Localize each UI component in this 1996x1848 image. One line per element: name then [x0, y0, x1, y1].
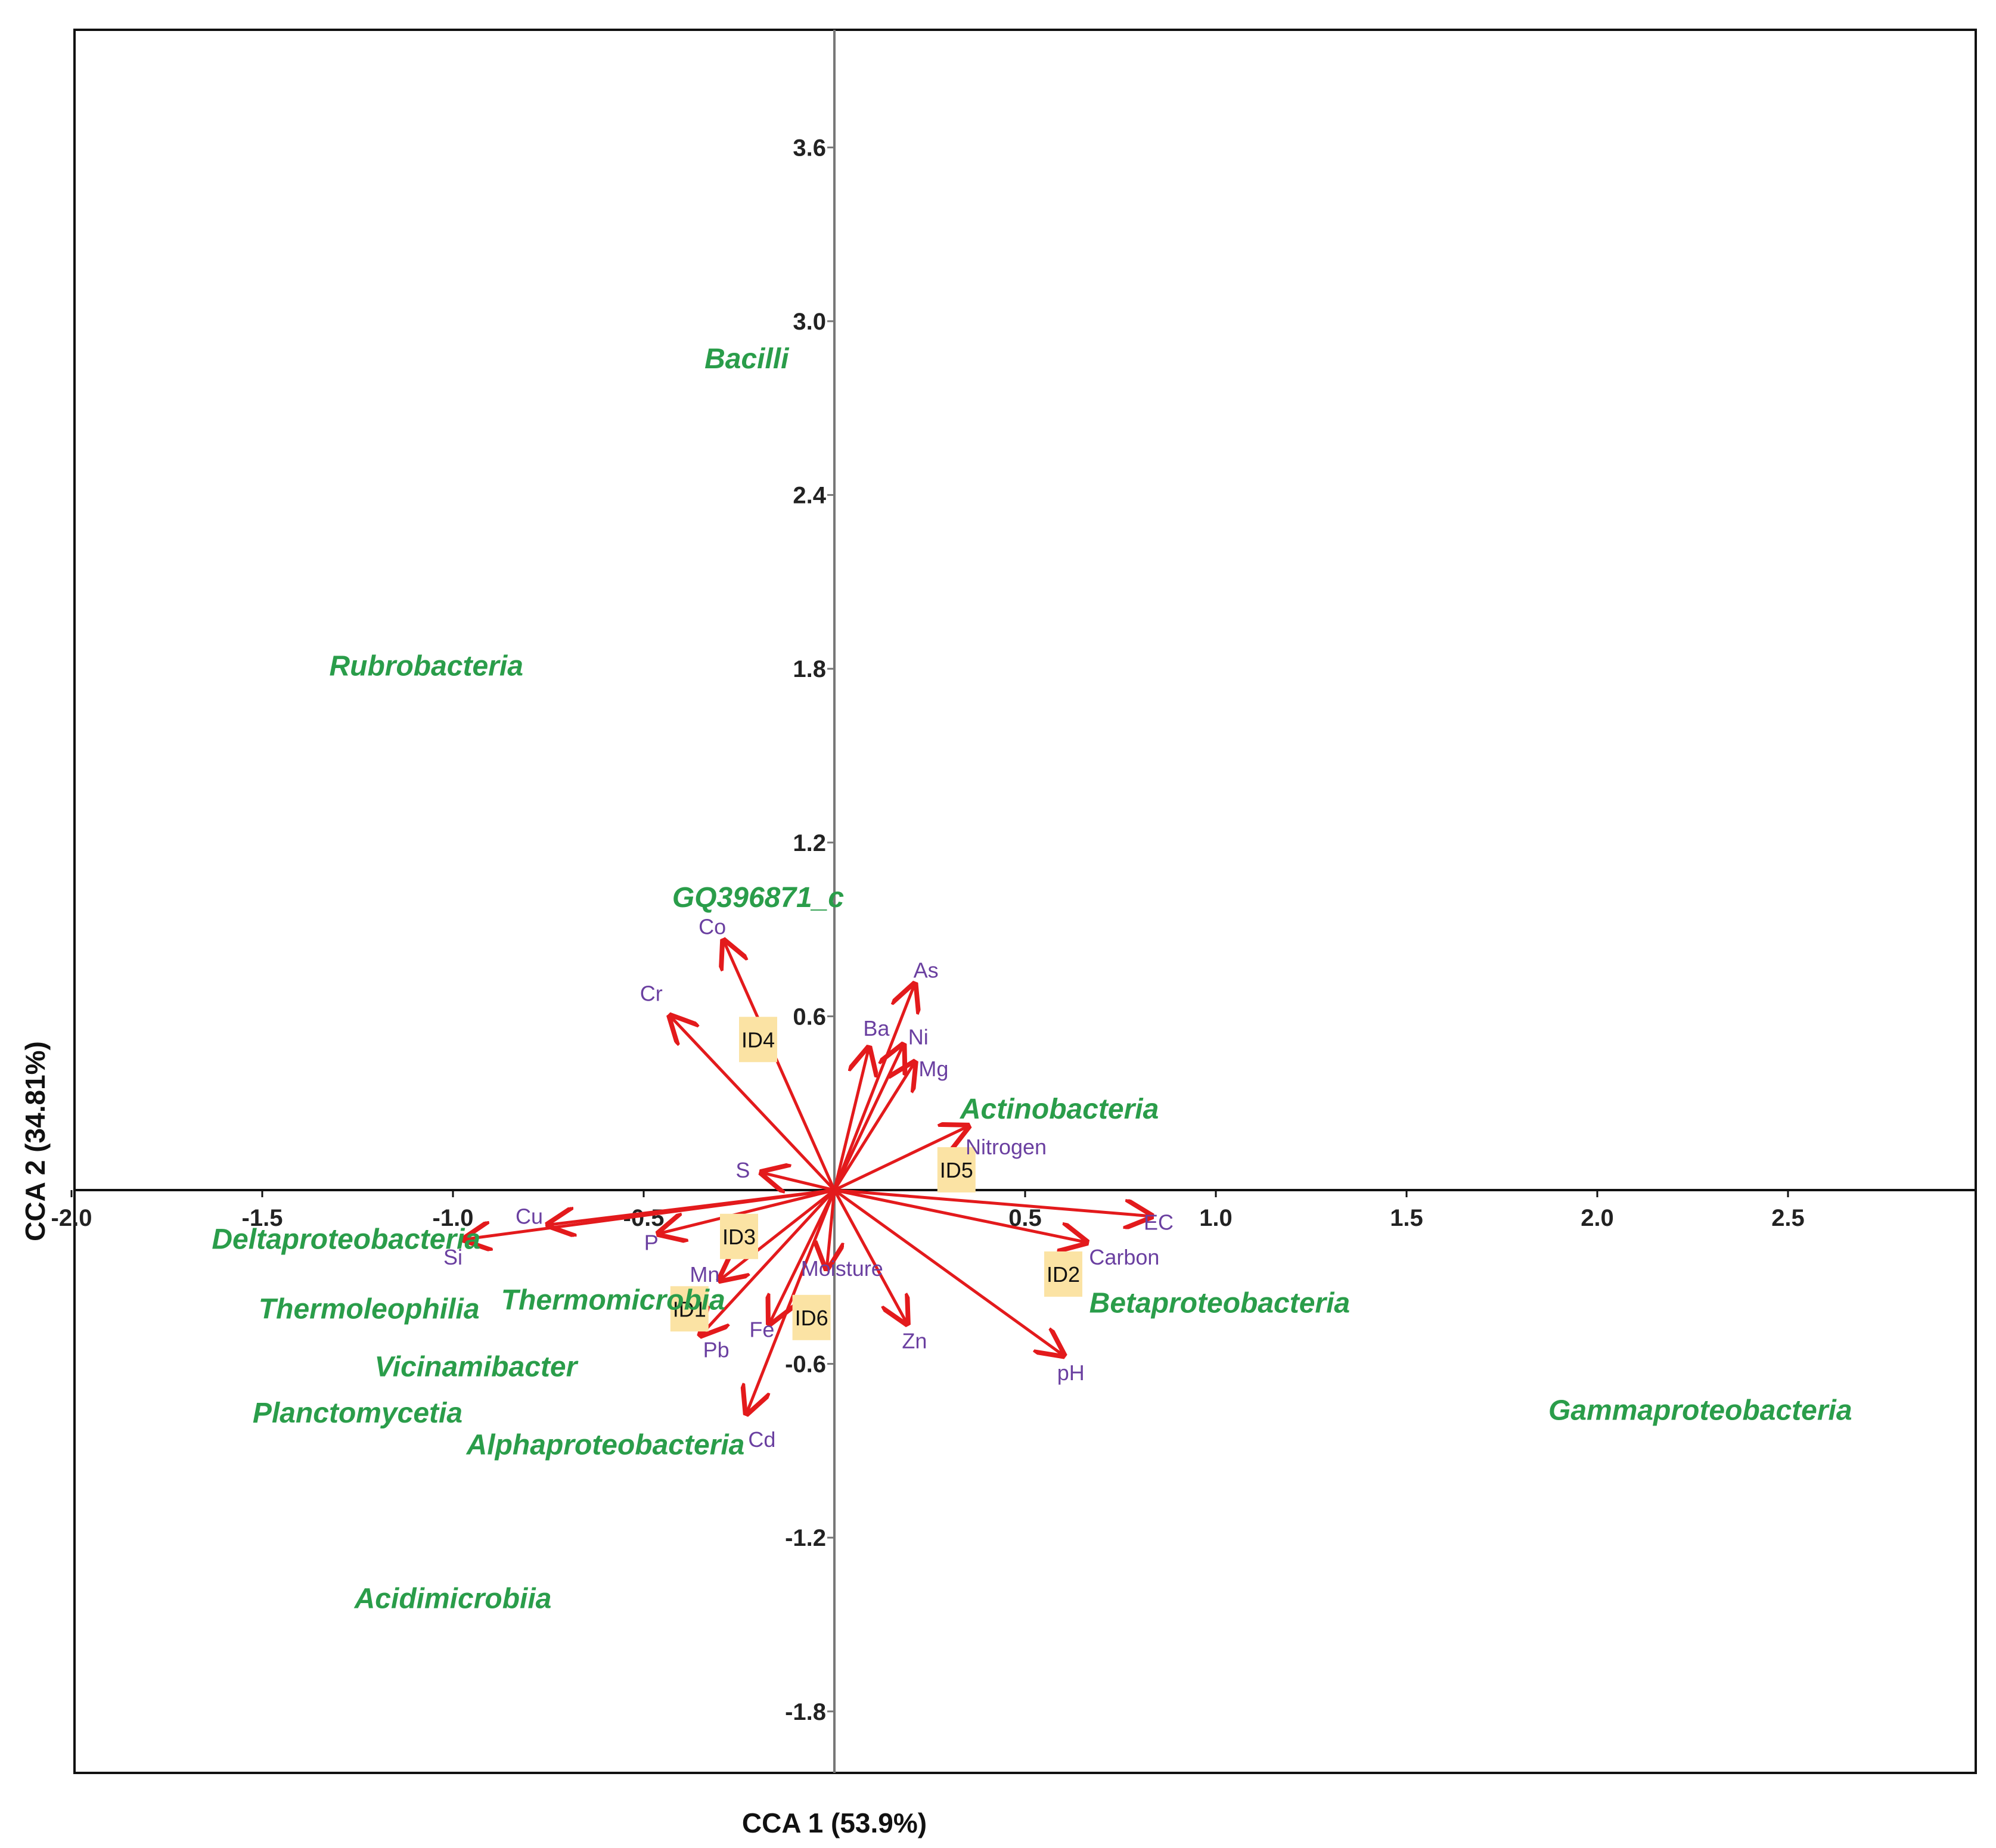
site-labels: ID4 ID3 ID1 ID5 ID6 ID2	[670, 1017, 1082, 1340]
site-label: ID3	[722, 1225, 756, 1249]
taxon-label: Actinobacteria	[960, 1094, 1159, 1125]
taxon-label: Gammaproteobacteria	[1548, 1394, 1852, 1426]
variable-arrow	[769, 1189, 836, 1324]
variable-label: pH	[1057, 1361, 1085, 1385]
variable-arrows	[464, 941, 1151, 1413]
y-tick-label: 0.6	[793, 1004, 826, 1030]
variable-arrow	[670, 1016, 836, 1191]
variable-arrow	[833, 984, 914, 1191]
variable-label: Si	[443, 1245, 462, 1269]
site-label: ID6	[795, 1306, 828, 1330]
variable-label: Zn	[902, 1329, 927, 1353]
variable-arrow	[827, 1189, 834, 1268]
variable-arrow	[834, 1188, 1086, 1242]
taxon-label: Alphaproteobacteria	[466, 1430, 745, 1461]
variable-label: Mn	[690, 1262, 719, 1287]
variable-arrow	[747, 1189, 836, 1413]
site-box	[792, 1294, 831, 1340]
variable-label: S	[735, 1158, 750, 1182]
site-label: ID4	[741, 1027, 775, 1052]
variable-label: Carbon	[1089, 1245, 1159, 1269]
variable-label: EC	[1144, 1210, 1174, 1234]
x-tick-label: -2.0	[51, 1205, 92, 1231]
site-label: ID2	[1047, 1262, 1080, 1287]
taxon-label: Deltaproteobacteria	[212, 1224, 480, 1256]
variable-label: P	[644, 1230, 659, 1254]
variable-label: Nitrogen	[966, 1135, 1047, 1159]
taxon-label: Thermoleophilia	[259, 1293, 480, 1325]
variable-arrow	[833, 1063, 914, 1191]
site-box	[937, 1147, 976, 1192]
variable-label: Cr	[640, 982, 663, 1006]
variable-arrow	[833, 1188, 1063, 1355]
variable-arrow	[762, 1173, 835, 1190]
y-tick-label: -1.8	[785, 1699, 826, 1725]
variable-arrow	[464, 1188, 835, 1240]
y-tick-label: 1.2	[793, 830, 826, 856]
taxon-label: GQ396871_c	[672, 882, 844, 914]
x-tick-label: 1.5	[1390, 1205, 1423, 1231]
variable-label: Ba	[863, 1016, 890, 1041]
y-tick-label: 1.8	[793, 656, 826, 682]
y-tick-label: 3.0	[793, 309, 826, 335]
site-box	[1044, 1251, 1082, 1297]
y-axis-title: CCA 2 (34.81%)	[20, 1041, 51, 1241]
variable-label: Fe	[749, 1317, 774, 1341]
variable-arrow	[701, 1189, 836, 1335]
x-tick-label: 2.5	[1771, 1205, 1805, 1231]
variable-label: Co	[699, 915, 726, 939]
variable-label: Moisture	[801, 1256, 883, 1281]
site-label: ID1	[673, 1297, 706, 1321]
variable-label: As	[914, 958, 939, 983]
taxon-label: Planctomycetia	[253, 1397, 462, 1429]
taxon-label: Acidimicrobiia	[354, 1583, 552, 1614]
taxon-label: Bacilli	[704, 343, 790, 375]
site-box	[739, 1017, 777, 1063]
taxon-label: Rubrobacteria	[329, 650, 523, 682]
y-tick-label: -0.6	[785, 1352, 826, 1378]
y-tick-label: 2.4	[793, 483, 826, 509]
x-axis-title: CCA 1 (53.9%)	[742, 1807, 927, 1838]
variable-label: Cu	[516, 1204, 543, 1229]
variable-label: Pb	[703, 1337, 730, 1362]
variable-arrow	[833, 1048, 869, 1191]
site-box	[670, 1286, 709, 1332]
taxon-label: Vicinamibacter	[375, 1351, 579, 1383]
y-tick-label: -1.2	[785, 1525, 826, 1551]
site-label: ID5	[940, 1158, 973, 1182]
variable-arrow	[659, 1188, 835, 1234]
variable-label: Cd	[748, 1427, 775, 1452]
tick-labels: -2.0 -1.5 -1.0 -0.5 0.5 1.0 1.5 2.0 2.53.63.02.4…	[51, 135, 1805, 1725]
taxa-labels: Bacilli Rubrobacteria GQ396871_c Actinobact…	[212, 343, 1852, 1614]
axis-lines	[74, 30, 1976, 1773]
variable-arrow	[724, 941, 836, 1191]
site-box	[720, 1213, 758, 1259]
y-tick-label: 3.6	[793, 135, 826, 161]
plot-frame	[73, 29, 1977, 1774]
variable-label: Ni	[908, 1024, 929, 1049]
x-tick-label: 2.0	[1581, 1205, 1614, 1231]
variable-label: Mg	[918, 1057, 948, 1081]
x-tick-label: -1.5	[242, 1205, 283, 1231]
variable-arrow	[833, 1045, 903, 1191]
variable-arrow	[833, 1126, 968, 1192]
x-tick-label: 1.0	[1199, 1205, 1233, 1231]
variable-arrow	[834, 1188, 1151, 1216]
taxon-label: Betaproteobacteria	[1089, 1288, 1350, 1319]
variable-arrow	[833, 1189, 907, 1324]
variable-arrow	[720, 1189, 836, 1280]
variable-labels: Co Cr As Ba Ni Mg Nitrogen S Cu Si P Mn Pb Fe Cd Moistu…	[443, 915, 1174, 1452]
taxon-label: Thermomicrobia	[501, 1285, 725, 1316]
